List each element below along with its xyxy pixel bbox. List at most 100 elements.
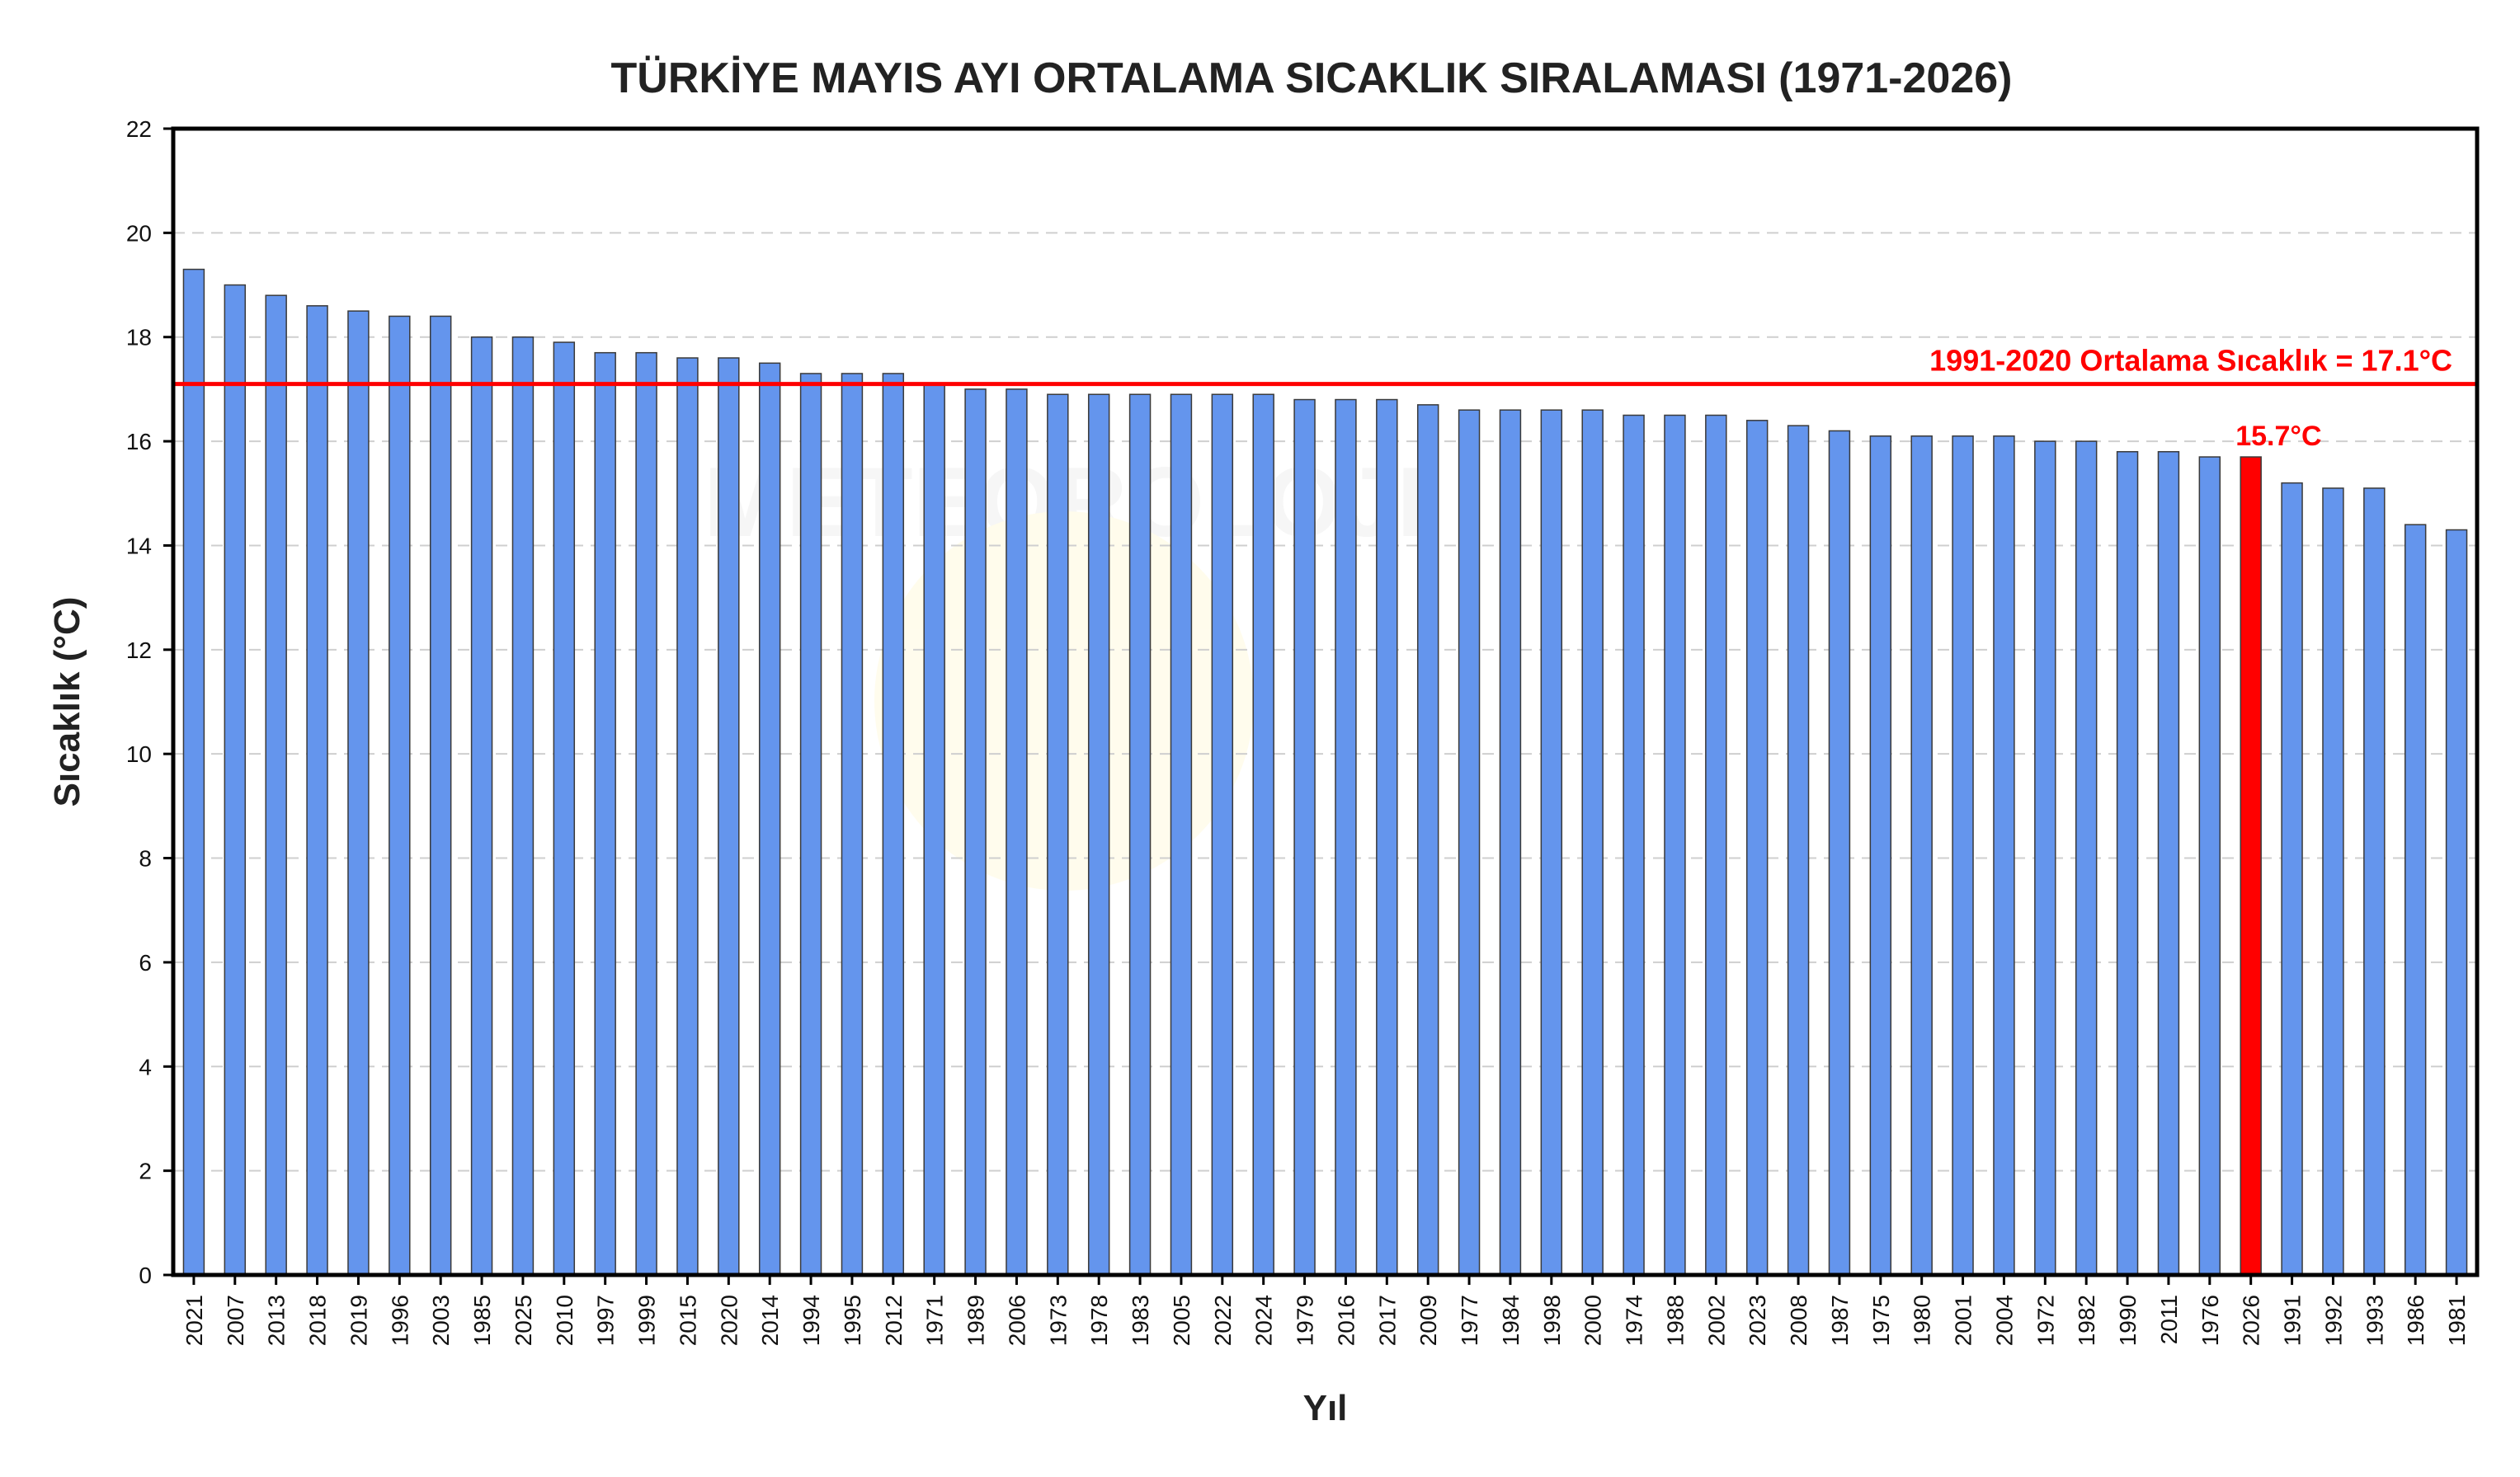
bar bbox=[1664, 414, 1686, 1276]
bar bbox=[1787, 425, 1810, 1276]
y-tick-label: 4 bbox=[139, 1054, 152, 1080]
x-tick-label: 1987 bbox=[1827, 1295, 1853, 1346]
reference-line-label: 1991-2020 Ortalama Sıcaklık = 17.1°C bbox=[1929, 344, 2452, 378]
x-tick-label: 2022 bbox=[1210, 1295, 1236, 1346]
bar bbox=[389, 315, 411, 1276]
x-tick-label: 1974 bbox=[1622, 1295, 1647, 1346]
y-tick-label: 16 bbox=[126, 429, 152, 454]
x-tick-label: 2023 bbox=[1745, 1295, 1770, 1346]
x-tick-label: 2024 bbox=[1251, 1295, 1277, 1346]
x-tick-label: 2013 bbox=[264, 1295, 290, 1346]
bar bbox=[1499, 409, 1522, 1276]
bar bbox=[511, 336, 535, 1276]
bar bbox=[347, 310, 370, 1276]
plot-frame bbox=[171, 126, 2480, 1277]
y-axis-label: Sıcaklık (°C) bbox=[47, 597, 87, 807]
x-tick-label: 1975 bbox=[1868, 1295, 1894, 1346]
y-tick-label: 10 bbox=[126, 741, 152, 767]
x-tick-label: 2003 bbox=[428, 1295, 454, 1346]
bar bbox=[470, 336, 493, 1276]
bar bbox=[1828, 430, 1851, 1276]
bar bbox=[1335, 398, 1357, 1276]
x-tick-label: 2011 bbox=[2156, 1295, 2182, 1344]
bars bbox=[182, 268, 2468, 1276]
bar bbox=[799, 373, 822, 1276]
bar bbox=[594, 351, 616, 1276]
x-tick-label: 1976 bbox=[2197, 1295, 2223, 1346]
x-tick-label: 2019 bbox=[346, 1295, 371, 1346]
y-tick-label: 0 bbox=[139, 1263, 152, 1288]
y-tick-label: 22 bbox=[126, 116, 152, 142]
x-tick-label: 1971 bbox=[922, 1295, 948, 1346]
bar bbox=[676, 357, 699, 1276]
bar bbox=[923, 383, 945, 1276]
x-tick-label: 1998 bbox=[1539, 1295, 1565, 1346]
bar bbox=[2116, 450, 2139, 1276]
x-tick-label: 2017 bbox=[1374, 1295, 1400, 1346]
x-tick-label: 1985 bbox=[469, 1295, 495, 1346]
x-tick-label: 2009 bbox=[1415, 1295, 1441, 1346]
bar bbox=[1910, 435, 1933, 1276]
x-tick-label: 2010 bbox=[552, 1295, 577, 1346]
bar bbox=[1993, 435, 2015, 1276]
bar bbox=[2363, 487, 2386, 1276]
x-tick-label: 1984 bbox=[1498, 1295, 1524, 1346]
bar bbox=[182, 268, 205, 1276]
bar bbox=[1623, 414, 1645, 1276]
x-tick-label: 2000 bbox=[1580, 1295, 1606, 1346]
bar bbox=[1211, 393, 1234, 1276]
bar bbox=[1170, 393, 1193, 1276]
bar bbox=[1087, 393, 1110, 1276]
bar bbox=[1293, 398, 1316, 1276]
x-axis-ticks: 2021 2007 2013 2018 2019 1996 2003 1985 2025 2010… bbox=[181, 1275, 2470, 1346]
x-tick-label: 1980 bbox=[1910, 1295, 1935, 1346]
bar-highlight bbox=[2240, 456, 2262, 1276]
bar bbox=[265, 294, 287, 1276]
x-tick-label: 1996 bbox=[387, 1295, 412, 1346]
bar bbox=[1745, 420, 1769, 1276]
bar bbox=[2404, 524, 2427, 1276]
bar bbox=[2322, 487, 2344, 1276]
bar bbox=[2157, 450, 2180, 1276]
x-tick-label: 1991 bbox=[2280, 1295, 2306, 1346]
y-tick-label: 8 bbox=[139, 846, 152, 872]
x-tick-label: 2018 bbox=[305, 1295, 331, 1346]
x-tick-label: 2001 bbox=[1951, 1295, 1976, 1346]
bar bbox=[882, 373, 905, 1276]
bar bbox=[1416, 404, 1439, 1276]
bar bbox=[1006, 388, 1028, 1276]
x-tick-label: 2021 bbox=[181, 1295, 207, 1346]
bar bbox=[1869, 435, 1892, 1276]
x-axis-label: Yıl bbox=[1303, 1388, 1348, 1428]
y-tick-label: 12 bbox=[126, 637, 152, 663]
x-tick-label: 2007 bbox=[223, 1295, 248, 1346]
x-tick-label: 2025 bbox=[511, 1295, 536, 1346]
bar bbox=[2034, 440, 2056, 1276]
x-tick-label: 1981 bbox=[2444, 1295, 2470, 1346]
bar bbox=[964, 388, 987, 1276]
bar bbox=[1540, 409, 1563, 1276]
bar bbox=[1458, 409, 1481, 1276]
x-tick-label: 1992 bbox=[2320, 1295, 2346, 1346]
bar bbox=[841, 373, 864, 1276]
bar bbox=[1376, 398, 1398, 1276]
bar bbox=[2281, 482, 2303, 1276]
bar bbox=[2075, 440, 2098, 1276]
bar bbox=[1952, 435, 1974, 1276]
x-tick-label: 2016 bbox=[1333, 1295, 1359, 1346]
y-tick-label: 6 bbox=[139, 950, 152, 976]
bar bbox=[1705, 414, 1727, 1276]
y-tick-label: 18 bbox=[126, 325, 152, 350]
x-tick-label: 1993 bbox=[2362, 1295, 2387, 1346]
highlight-label: 15.7°C bbox=[2235, 421, 2321, 452]
x-tick-label: 2012 bbox=[881, 1295, 907, 1346]
bar bbox=[635, 351, 657, 1276]
y-tick-label: 2 bbox=[139, 1159, 152, 1184]
x-tick-label: 2005 bbox=[1169, 1295, 1194, 1346]
bar bbox=[718, 357, 740, 1276]
bar bbox=[553, 341, 576, 1276]
x-tick-label: 1990 bbox=[2115, 1295, 2141, 1346]
y-tick-label: 20 bbox=[126, 220, 152, 246]
y-axis-ticks: 0 2 4 6 8 10 12 14 16 18 20 22 bbox=[126, 116, 173, 1288]
